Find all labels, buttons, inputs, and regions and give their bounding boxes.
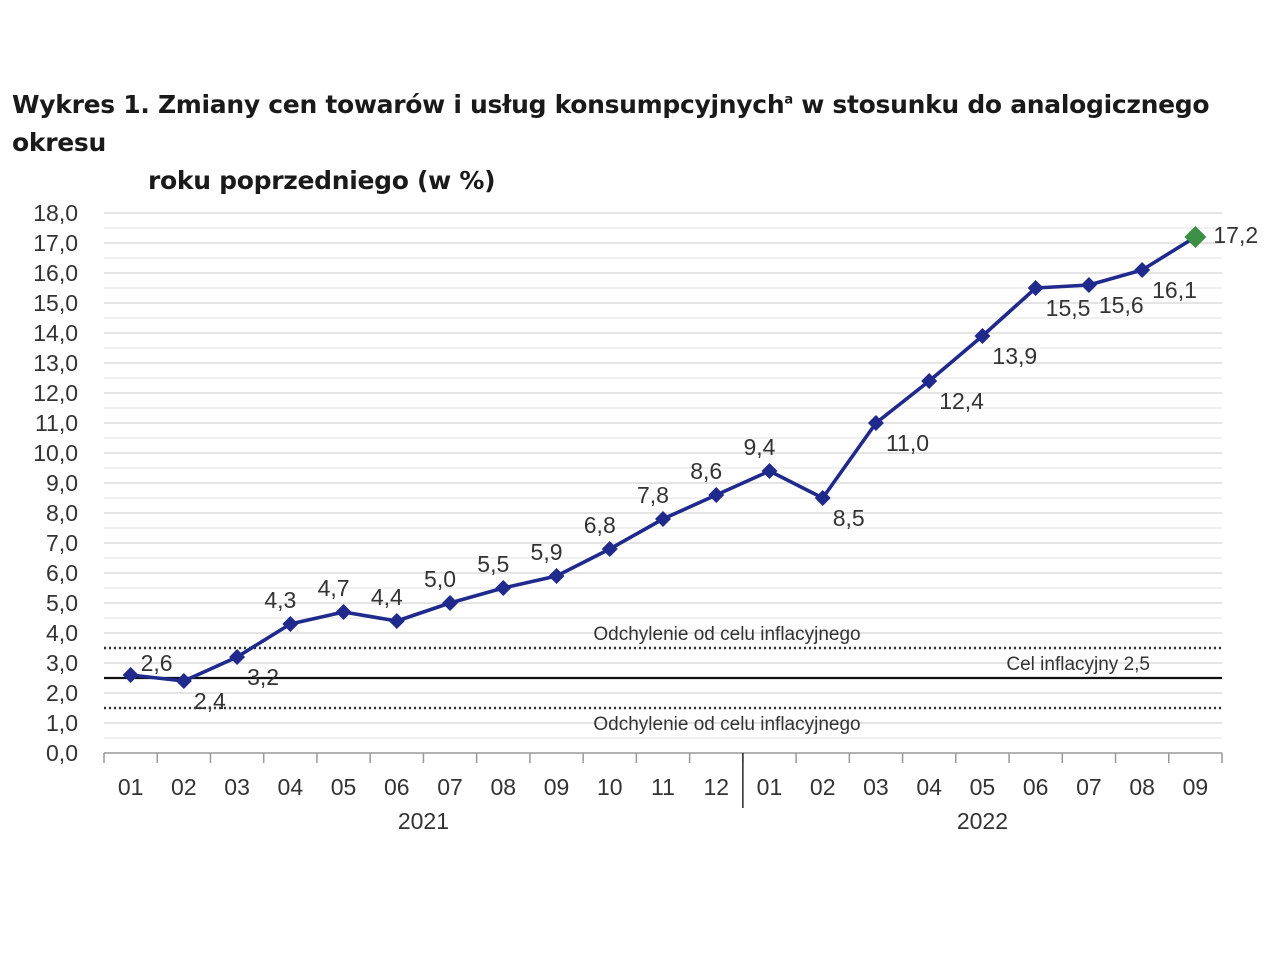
gridlines: [104, 212, 1222, 739]
x-tick-label: 08: [490, 774, 516, 800]
data-point: [388, 613, 405, 629]
chart-title-line2: roku poprzedniego (w %): [148, 166, 496, 195]
x-tick-label: 01: [118, 774, 144, 800]
chart-title-footnote-mark: a: [784, 92, 793, 108]
x-tick-label: 10: [597, 774, 623, 800]
data-label: 4,4: [371, 584, 403, 610]
chart-title: Wykres 1. Zmiany cen towarów i usług kon…: [12, 86, 1272, 200]
x-tick-label: 01: [757, 774, 783, 800]
x-tick-label: 09: [1183, 774, 1209, 800]
data-label: 15,6: [1099, 292, 1144, 318]
x-tick-label: 11: [651, 774, 675, 800]
x-tick-label: 05: [970, 774, 996, 800]
target-label: Cel inflacyjny 2,5: [1006, 654, 1150, 675]
data-point: [1027, 280, 1044, 296]
y-tick-label: 8,0: [46, 500, 78, 526]
x-tick-label: 04: [278, 774, 304, 800]
y-tick-label: 11,0: [35, 410, 78, 436]
data-point: [548, 568, 565, 584]
y-tick-label: 0,0: [46, 740, 78, 766]
data-label: 7,8: [637, 482, 669, 508]
data-point: [601, 541, 618, 557]
y-axis-ticks: 0,0 1,0 2,0 3,0 4,0 5,0 6,0 7,0 8,0 9,0 10,0 11,0 12…: [33, 200, 78, 766]
y-tick-label: 6,0: [46, 560, 78, 586]
data-point: [867, 415, 884, 431]
data-point: [442, 595, 459, 611]
data-label: 5,0: [424, 566, 456, 592]
data-label: 8,5: [833, 505, 865, 531]
data-label: 5,5: [477, 551, 509, 577]
deviation-label: Odchylenie od celu inflacyjnego: [593, 624, 860, 645]
y-tick-label: 4,0: [46, 620, 78, 646]
x-tick-label: 07: [437, 774, 463, 800]
y-tick-label: 14,0: [33, 320, 78, 346]
x-tick-label: 02: [171, 774, 197, 800]
x-axis: 01 02 03 04 05 06 07 08 09 10 11 12 01 02 03 04 05 06 07 08…: [103, 752, 1223, 834]
y-tick-label: 10,0: [33, 440, 78, 466]
data-label: 2,4: [194, 688, 226, 714]
data-point: [282, 616, 299, 632]
data-label: 4,3: [264, 587, 296, 613]
x-tick-label: 12: [703, 774, 729, 800]
x-tick-label: 04: [916, 774, 942, 800]
data-point: [1184, 226, 1207, 248]
data-label: 15,5: [1046, 295, 1091, 321]
data-label: 3,2: [247, 664, 279, 690]
data-label: 16,1: [1152, 277, 1197, 303]
chart-title-prefix: Wykres 1. Zmiany cen towarów i usług kon…: [12, 90, 785, 119]
y-tick-label: 12,0: [33, 380, 78, 406]
data-label: 11,0: [886, 430, 929, 456]
chart-title-suffix: w stosunku do analogicznego okresu: [12, 90, 1210, 157]
y-tick-label: 13,0: [33, 350, 78, 376]
data-labels: 2,6 2,4 3,2 4,3 4,7 4,4 5,0 5,5 5,9 6,8 7,8 8,6 9,4 8…: [141, 222, 1259, 714]
data-point: [761, 463, 778, 479]
year-label: 2021: [398, 808, 449, 834]
data-point: [921, 373, 938, 389]
x-tick-label: 06: [1023, 774, 1049, 800]
data-label: 12,4: [939, 388, 984, 414]
x-tick-label: 02: [810, 774, 836, 800]
y-tick-label: 17,0: [33, 230, 78, 256]
x-tick-label: 05: [331, 774, 357, 800]
x-tick-label: 03: [863, 774, 889, 800]
y-tick-label: 15,0: [33, 290, 78, 316]
data-point: [229, 649, 246, 665]
data-label: 17,2: [1213, 222, 1258, 248]
y-tick-label: 5,0: [46, 590, 78, 616]
y-tick-label: 7,0: [46, 530, 78, 556]
y-tick-label: 1,0: [46, 710, 78, 736]
data-label: 2,6: [141, 650, 173, 676]
y-tick-label: 2,0: [46, 680, 78, 706]
data-point: [1134, 262, 1151, 278]
x-tick-label: 08: [1129, 774, 1155, 800]
data-label: 5,9: [531, 539, 563, 565]
data-label: 6,8: [584, 512, 616, 538]
y-tick-label: 18,0: [33, 200, 78, 226]
data-point: [708, 487, 725, 503]
x-tick-label: 06: [384, 774, 410, 800]
x-tick-label: 03: [224, 774, 250, 800]
year-label: 2022: [957, 808, 1008, 834]
y-tick-label: 3,0: [46, 650, 78, 676]
y-tick-label: 9,0: [46, 470, 78, 496]
data-point: [175, 673, 192, 689]
deviation-label: Odchylenie od celu inflacyjnego: [593, 714, 860, 735]
data-label: 8,6: [690, 458, 722, 484]
data-point: [655, 511, 671, 527]
x-tick-label: 09: [544, 774, 570, 800]
data-point: [335, 604, 352, 620]
data-point: [1080, 277, 1097, 293]
y-tick-label: 16,0: [33, 260, 78, 286]
data-label: 13,9: [992, 343, 1037, 369]
data-point: [495, 580, 512, 596]
data-label: 9,4: [743, 434, 775, 460]
data-point: [814, 490, 831, 506]
data-point: [974, 328, 991, 344]
x-tick-label: 07: [1076, 774, 1102, 800]
series-cpi: [122, 226, 1207, 689]
data-label: 4,7: [318, 575, 350, 601]
data-point: [122, 667, 139, 683]
reference-lines: Odchylenie od celu inflacyjnego Cel infla…: [104, 624, 1222, 735]
